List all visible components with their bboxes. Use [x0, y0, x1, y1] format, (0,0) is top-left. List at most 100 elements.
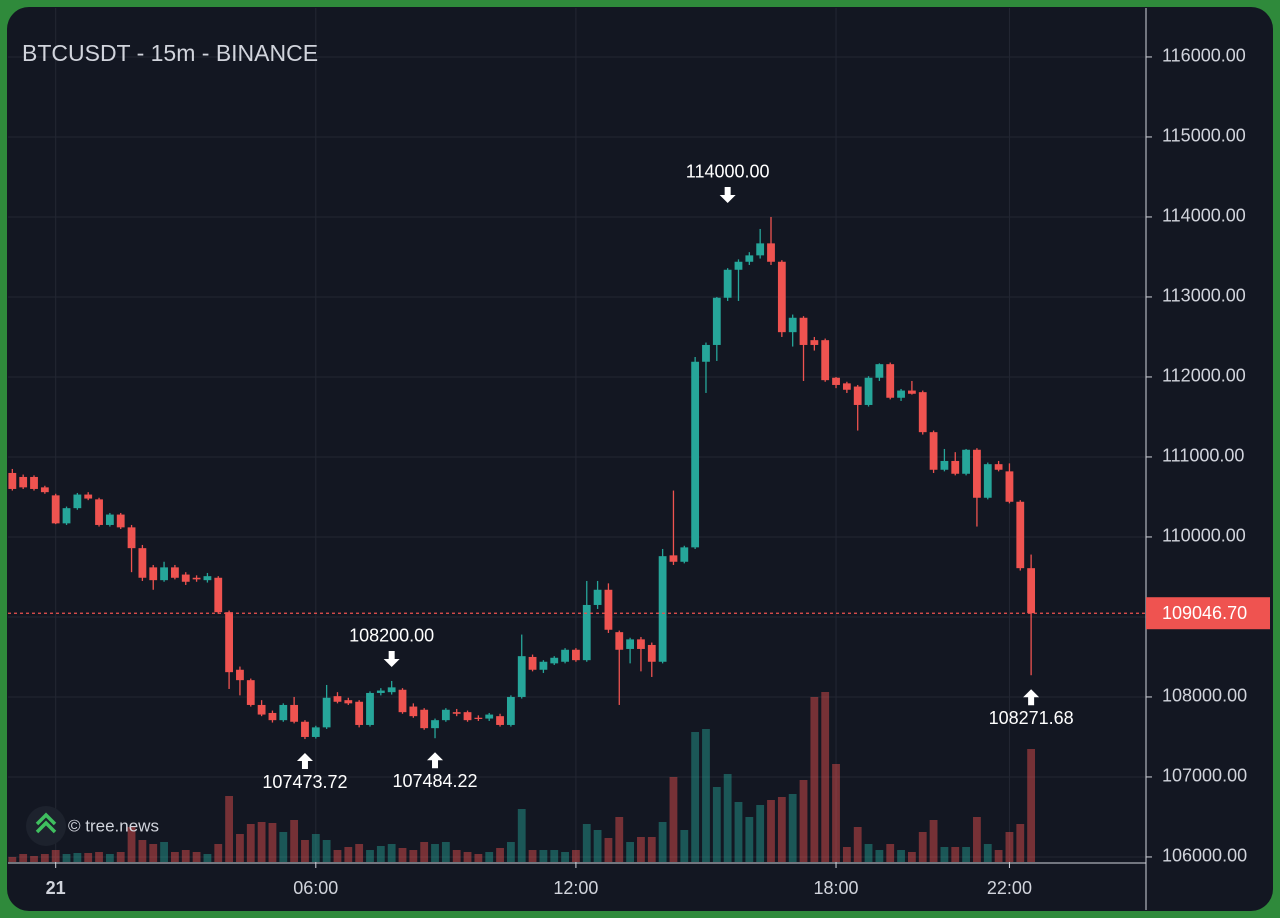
candle-body — [1027, 568, 1036, 614]
y-tick-label: 107000.00 — [1162, 766, 1247, 786]
candle-body — [376, 690, 385, 693]
candles — [8, 216, 1036, 740]
candle-body — [246, 680, 255, 705]
candle-body — [225, 612, 233, 673]
candle-body — [1016, 501, 1025, 569]
candle-body — [962, 449, 970, 474]
volume-bar — [647, 837, 656, 862]
candle-body — [19, 476, 28, 488]
candle-body — [268, 712, 277, 721]
volume-bar — [604, 838, 613, 862]
candle-body — [366, 692, 374, 725]
volume-bar — [333, 850, 342, 862]
volume-bar — [886, 844, 895, 862]
x-tick-label: 12:00 — [553, 878, 598, 898]
candle-body — [84, 494, 93, 499]
volume-bar — [680, 830, 689, 862]
panel — [7, 7, 1273, 911]
volume-bar — [236, 834, 244, 862]
y-tick-label: 111000.00 — [1162, 446, 1244, 466]
candle-body — [181, 574, 190, 582]
volume-bar — [788, 794, 797, 862]
marker-label: 108200.00 — [349, 626, 434, 646]
candle-body — [171, 567, 179, 578]
candle-body — [214, 577, 223, 613]
volume-bar — [376, 846, 385, 862]
volume-bar — [582, 824, 591, 862]
candle-body — [604, 589, 613, 630]
marker-arrow — [427, 752, 444, 769]
candle-body — [940, 460, 949, 470]
y-tick-label: 110000.00 — [1162, 526, 1246, 546]
volume-bar — [539, 850, 548, 862]
candle-body — [897, 390, 905, 398]
candle-body — [257, 704, 266, 715]
candle-body — [51, 495, 60, 524]
volume-bar — [387, 844, 396, 862]
candle-body — [723, 269, 732, 298]
price-label-bg — [1146, 597, 1270, 630]
candle-body — [149, 567, 158, 581]
volume-bar — [496, 848, 504, 862]
candle-body — [658, 556, 667, 662]
candle-body — [463, 712, 472, 721]
volume-bar — [95, 852, 103, 862]
watermark-logo — [26, 806, 66, 846]
volume-bar — [853, 827, 862, 862]
volume-bar — [756, 805, 765, 862]
volume-bar — [821, 692, 830, 862]
volume-bar — [550, 850, 559, 862]
candle-body — [702, 344, 710, 362]
volume-bar — [723, 774, 732, 862]
candle-body — [387, 687, 396, 693]
volume-bar — [918, 832, 927, 862]
marker-label: 108271.68 — [989, 708, 1074, 728]
y-tick-label: 113000.00 — [1162, 286, 1246, 306]
volume-bar — [8, 857, 17, 862]
candle-body — [203, 576, 212, 581]
volume-bar — [1005, 832, 1014, 862]
candle-body — [528, 656, 537, 670]
volume-bar — [517, 809, 526, 862]
x-tick-label: 21 — [46, 878, 66, 898]
candle-body — [441, 709, 450, 721]
volume-bar — [799, 780, 808, 862]
volume-bar — [777, 797, 786, 862]
candle-body — [799, 317, 808, 345]
volume-bar — [62, 854, 71, 862]
volume-bar — [669, 777, 678, 862]
candle-body — [355, 701, 364, 725]
candle-body — [572, 649, 580, 661]
volume-bar — [171, 852, 179, 862]
candle-body — [431, 720, 439, 729]
candle-body — [420, 709, 429, 729]
volume-bar — [398, 848, 407, 862]
candle-body — [127, 527, 136, 549]
volume-bar — [268, 823, 277, 862]
chart-title: BTCUSDT - 15m - BINANCE — [22, 40, 318, 66]
candle-body — [777, 261, 786, 333]
candle-body — [40, 487, 49, 493]
y-tick-label: 106000.00 — [1162, 846, 1247, 866]
candle-body — [626, 639, 635, 649]
candle-body — [669, 555, 678, 562]
candle-body — [322, 697, 331, 728]
marker-arrow — [1023, 689, 1040, 706]
volume-bar — [485, 852, 494, 862]
volume-bar — [322, 840, 331, 862]
volume-bar — [528, 850, 537, 862]
candle-body — [539, 661, 548, 670]
candle-body — [192, 577, 201, 580]
candle-body — [333, 696, 342, 702]
candle-body — [647, 644, 656, 662]
volume-bar — [951, 847, 960, 862]
volume-bar — [214, 844, 223, 862]
candle-body — [105, 514, 114, 525]
volume-bar — [116, 852, 125, 862]
volume-bar — [463, 852, 472, 862]
volume-bar — [702, 729, 710, 862]
volume-bar — [626, 842, 635, 862]
candle-body — [409, 706, 418, 717]
marker-arrow — [296, 753, 313, 770]
volume-bar — [127, 827, 136, 862]
